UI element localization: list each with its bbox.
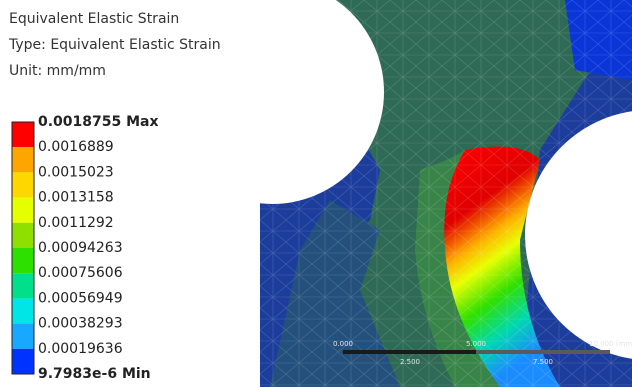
legend-label: 0.00019636 bbox=[38, 341, 123, 357]
legend-swatch bbox=[12, 298, 34, 323]
legend: 0.0018755 Max 0.0016889 0.0015023 0.0013158… bbox=[12, 114, 159, 382]
legend-swatch bbox=[12, 223, 34, 248]
legend-swatch bbox=[12, 172, 34, 197]
scale-label: 2.500 bbox=[400, 358, 420, 366]
legend-swatch bbox=[12, 273, 34, 298]
scale-bar-segment bbox=[343, 350, 476, 354]
legend-swatch bbox=[12, 248, 34, 273]
legend-label: 9.7983e-6 Min bbox=[38, 366, 151, 382]
result-type: Type: Equivalent Elastic Strain bbox=[8, 37, 221, 53]
result-unit: Unit: mm/mm bbox=[9, 63, 106, 79]
scale-label: 7.500 bbox=[533, 358, 553, 366]
scale-label: 0.000 bbox=[333, 340, 353, 348]
legend-label: 0.00056949 bbox=[38, 290, 123, 306]
legend-label: 0.00038293 bbox=[38, 316, 123, 332]
legend-label: 0.0016889 bbox=[38, 139, 114, 155]
legend-label: 0.00075606 bbox=[38, 265, 123, 281]
model-view bbox=[160, 0, 632, 387]
legend-label: 0.00094263 bbox=[38, 240, 123, 256]
legend-label: 0.0018755 Max bbox=[38, 114, 159, 130]
legend-swatch bbox=[12, 349, 34, 374]
result-title: Equivalent Elastic Strain bbox=[9, 11, 179, 27]
scale-label: 10.000 (mm) bbox=[589, 340, 632, 348]
scale-label: 5.000 bbox=[466, 340, 486, 348]
legend-swatch bbox=[12, 198, 34, 223]
legend-label: 0.0013158 bbox=[38, 190, 114, 206]
legend-swatch bbox=[12, 122, 34, 147]
scale-bar-segment bbox=[476, 350, 610, 354]
legend-label: 0.0015023 bbox=[38, 164, 114, 180]
screenshot: 0.000 5.000 10.000 (mm) 2.500 7.500 Equi… bbox=[0, 0, 632, 387]
legend-label: 0.0011292 bbox=[38, 215, 114, 231]
legend-swatch bbox=[12, 147, 34, 172]
legend-swatch bbox=[12, 324, 34, 349]
